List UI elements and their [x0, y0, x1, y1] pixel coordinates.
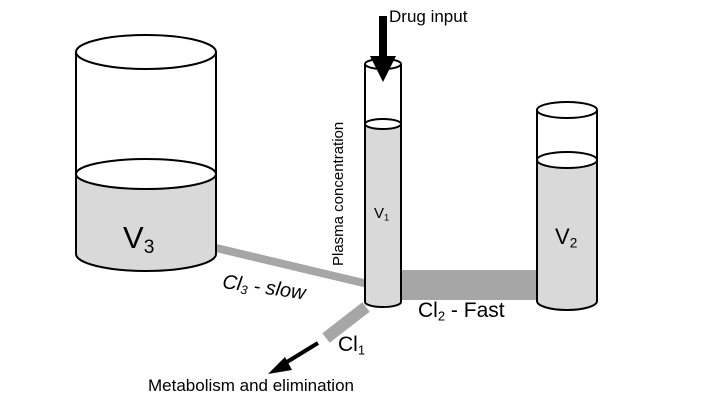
v1-compartment	[364, 58, 402, 308]
v3-compartment	[75, 34, 217, 272]
v2-compartment	[536, 101, 598, 311]
metabolism-elimination-label: Metabolism and elimination	[148, 376, 354, 395]
v2-rim	[536, 101, 598, 119]
cl3-pipe	[211, 243, 373, 289]
cl1-pipe	[322, 302, 370, 343]
v2-liquid-surface	[536, 151, 598, 169]
v2-liquid	[537, 160, 597, 310]
v2-label: V2	[555, 224, 578, 251]
plasma-concentration-label: Plasma concentration	[330, 121, 347, 266]
drug-input-arrow	[370, 16, 396, 82]
cl2-fast-label: Cl2 - Fast	[418, 299, 505, 324]
v1-label: V1	[374, 205, 390, 223]
v3-liquid-surface	[75, 158, 217, 190]
cl1-label: Cl1	[338, 333, 366, 358]
v3-label: V3	[123, 220, 155, 258]
elimination-arrow	[268, 341, 320, 374]
cl2-pipe	[398, 270, 544, 300]
v3-liquid	[76, 174, 216, 271]
v1-liquid	[365, 124, 401, 307]
v3-rim	[75, 34, 217, 70]
drug-input-label: Drug input	[389, 7, 468, 26]
v1-liquid-surface	[364, 118, 402, 130]
